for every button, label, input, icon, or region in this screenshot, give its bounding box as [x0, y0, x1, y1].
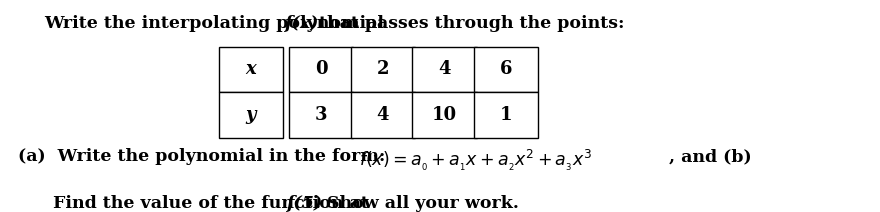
Text: 4: 4 [377, 106, 389, 124]
Text: 3: 3 [315, 106, 327, 124]
Text: $f(x)= a_{_0} + a_{_1}x + a_{_2}x^{2} + a_{_3}x^{3}$: $f(x)= a_{_0} + a_{_1}x + a_{_2}x^{2} + … [359, 147, 592, 173]
Bar [473, 92, 538, 138]
Text: f(x): f(x) [284, 15, 319, 32]
Bar [413, 47, 477, 92]
Text: y: y [246, 106, 256, 124]
Bar [473, 47, 538, 92]
Text: x: x [246, 60, 256, 78]
Text: Write the interpolating polynomial: Write the interpolating polynomial [44, 15, 390, 32]
Text: . Show all your work.: . Show all your work. [315, 195, 519, 212]
Bar [351, 47, 415, 92]
Text: 0: 0 [315, 60, 327, 78]
Text: f(5): f(5) [286, 195, 322, 212]
Bar [289, 92, 354, 138]
Text: (a)  Write the polynomial in the form:: (a) Write the polynomial in the form: [18, 148, 397, 165]
Bar [351, 92, 415, 138]
Text: Find the value of the function at: Find the value of the function at [53, 195, 375, 212]
Text: 1: 1 [500, 106, 512, 124]
Bar [218, 47, 283, 92]
Text: that passes through the points:: that passes through the points: [313, 15, 625, 32]
Text: 10: 10 [432, 106, 457, 124]
Bar [218, 92, 283, 138]
Text: 2: 2 [377, 60, 389, 78]
Text: , and (b): , and (b) [669, 148, 752, 165]
Bar [413, 92, 477, 138]
Bar [289, 47, 354, 92]
Text: 6: 6 [500, 60, 512, 78]
Text: 4: 4 [438, 60, 451, 78]
